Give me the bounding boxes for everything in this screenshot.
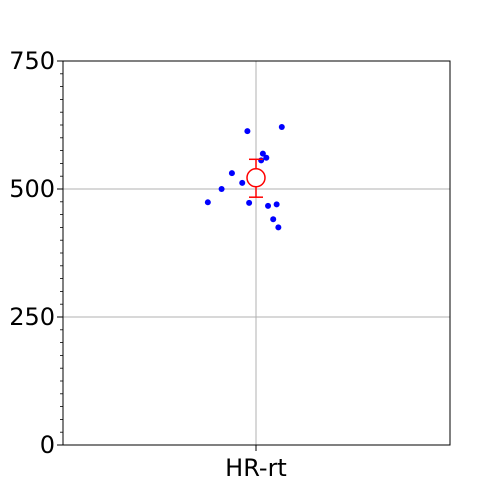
data-point-0 <box>204 199 211 206</box>
y-tick-label-500: 500 <box>9 175 55 203</box>
mean-marker <box>246 167 266 188</box>
data-point-3 <box>239 179 246 186</box>
data-point-8 <box>263 154 270 161</box>
data-point-7 <box>259 150 266 157</box>
data-point-9 <box>265 202 272 209</box>
y-tick-label-0: 0 <box>40 431 55 459</box>
data-point-2 <box>228 170 235 177</box>
data-point-11 <box>273 201 280 208</box>
mean-errorbar <box>246 158 266 198</box>
data-point-13 <box>278 124 285 131</box>
data-point-1 <box>218 186 225 192</box>
data-points <box>204 124 285 231</box>
y-tick-label-250: 250 <box>9 303 55 331</box>
data-point-5 <box>246 199 253 206</box>
data-point-10 <box>270 216 277 223</box>
data-point-6 <box>258 157 265 164</box>
plot-frame <box>62 60 451 446</box>
major-ticks <box>57 60 257 451</box>
x-tick-label-hr-rt: HR-rt <box>225 454 287 482</box>
data-point-4 <box>244 128 251 135</box>
data-point-12 <box>275 224 282 231</box>
y-tick-label-750: 750 <box>9 47 55 75</box>
